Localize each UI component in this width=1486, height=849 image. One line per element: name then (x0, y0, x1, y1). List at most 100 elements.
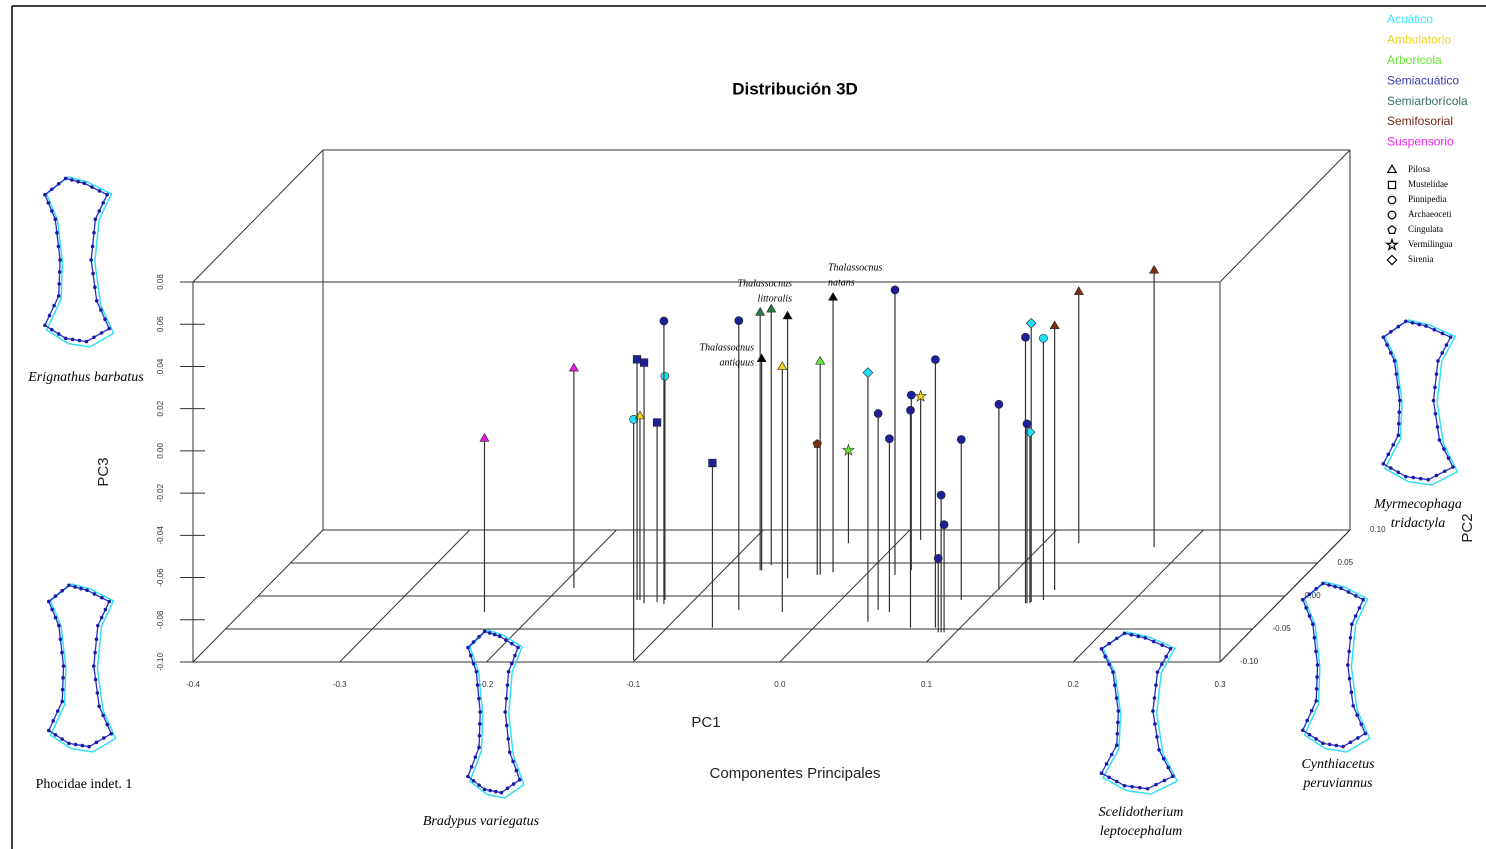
z-tick-label: -0.04 (156, 526, 165, 545)
landmark (1163, 779, 1167, 783)
landmark (1361, 598, 1365, 602)
landmark (1321, 742, 1325, 746)
landmark (466, 775, 470, 779)
z-tick-label: 0.04 (156, 358, 165, 374)
landmark (516, 646, 520, 650)
z-tick-label: 0.02 (156, 400, 165, 416)
clade-legend-label: Cingulata (1408, 224, 1443, 234)
landmark (1305, 719, 1309, 723)
landmark (92, 664, 96, 668)
landmark (100, 331, 104, 335)
landmark (1316, 663, 1320, 667)
marker (934, 554, 942, 562)
clade-legend-label: Mustelidae (1408, 179, 1448, 189)
landmark (1169, 647, 1173, 651)
chart-title: Distribución 3D (732, 79, 858, 98)
landmark (64, 337, 68, 341)
landmark (54, 594, 58, 598)
landmark (506, 787, 510, 791)
landmark (1110, 753, 1114, 757)
annotation: antiquus (720, 357, 755, 368)
landmark (96, 691, 100, 695)
landmark (1314, 650, 1318, 654)
landmark (67, 742, 71, 746)
landmark (56, 709, 60, 713)
landmark (1396, 471, 1400, 475)
landmark (488, 631, 492, 635)
marker (931, 356, 939, 364)
landmark (1335, 744, 1339, 748)
marker (633, 355, 641, 363)
y-tick-label: 0.10 (1370, 525, 1386, 534)
landmark (1111, 670, 1115, 674)
landmark (1447, 456, 1451, 460)
marker (891, 286, 899, 294)
landmark (1389, 466, 1393, 470)
z-tick-label: -0.10 (156, 652, 165, 671)
landmark (1103, 655, 1107, 659)
landmark (1313, 636, 1317, 640)
landmark (1348, 677, 1352, 681)
landmark (504, 638, 508, 642)
landmark (1310, 709, 1314, 713)
landmark (1432, 399, 1436, 403)
landmark (61, 676, 65, 680)
marker (940, 521, 948, 529)
landmark (466, 646, 470, 650)
landmark (1146, 787, 1150, 791)
landmark (105, 193, 109, 197)
landmark (1315, 687, 1319, 691)
annotation: Thalassocnus (700, 342, 755, 353)
landmark (1301, 728, 1305, 732)
landmark (1389, 330, 1393, 334)
landmark (105, 723, 109, 727)
x-tick-label: 0.3 (1214, 680, 1226, 689)
x-tick-label: 0.1 (921, 680, 933, 689)
specimen-label: Scelidotherium (1099, 805, 1184, 820)
landmark (102, 736, 106, 740)
landmark (1451, 465, 1455, 469)
landmark (81, 744, 85, 748)
z-tick-label: -0.08 (156, 610, 165, 629)
specimen-label: Bradypus variegatus (423, 814, 540, 829)
landmark (469, 654, 473, 658)
landmark (1359, 722, 1363, 726)
landmark (93, 592, 97, 596)
landmark (515, 769, 519, 773)
specimen-label: leptocephalum (1100, 824, 1182, 839)
landmark (1130, 785, 1134, 789)
landmark (1107, 642, 1111, 646)
landmark (1107, 776, 1111, 780)
marker (640, 359, 648, 367)
landmark (97, 209, 101, 213)
marker (660, 317, 668, 325)
landmark (1438, 438, 1442, 442)
landmark (1382, 462, 1386, 466)
landmark (1321, 582, 1325, 586)
landmark (1151, 709, 1155, 713)
landmark (1349, 636, 1353, 640)
landmark (1411, 476, 1415, 480)
landmark (95, 741, 99, 745)
landmark (1164, 655, 1168, 659)
landmark (58, 258, 62, 262)
clade-legend-label: Vermilingua (1408, 239, 1453, 249)
clade-legend-label: Sirenia (1408, 254, 1434, 264)
landmark (1314, 587, 1318, 591)
landmark (483, 788, 487, 792)
landmark (1152, 640, 1156, 644)
landmark (1404, 320, 1408, 324)
landmark (507, 670, 511, 674)
landmark (101, 201, 105, 205)
landmark (52, 304, 56, 308)
landmark (1396, 325, 1400, 329)
clade-legend-label: Pilosa (1408, 164, 1430, 174)
landmark (1130, 633, 1134, 637)
landmark (1311, 622, 1315, 626)
landmark (511, 760, 515, 764)
marker (1021, 333, 1029, 341)
marker (937, 491, 945, 499)
landmark (47, 600, 51, 604)
landmark (1393, 359, 1397, 363)
landmark (107, 327, 111, 331)
